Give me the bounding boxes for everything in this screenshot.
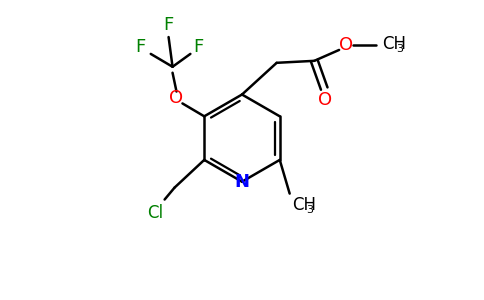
Text: CH: CH bbox=[292, 196, 316, 214]
Text: F: F bbox=[193, 38, 203, 56]
Text: CH: CH bbox=[382, 35, 406, 53]
Text: F: F bbox=[136, 38, 146, 56]
Text: Cl: Cl bbox=[147, 204, 163, 222]
Text: N: N bbox=[235, 173, 249, 191]
Text: 3: 3 bbox=[396, 44, 404, 54]
Text: O: O bbox=[318, 92, 333, 110]
Text: O: O bbox=[169, 89, 183, 107]
Text: F: F bbox=[164, 16, 174, 34]
Text: O: O bbox=[339, 36, 353, 54]
Text: 3: 3 bbox=[306, 206, 314, 215]
